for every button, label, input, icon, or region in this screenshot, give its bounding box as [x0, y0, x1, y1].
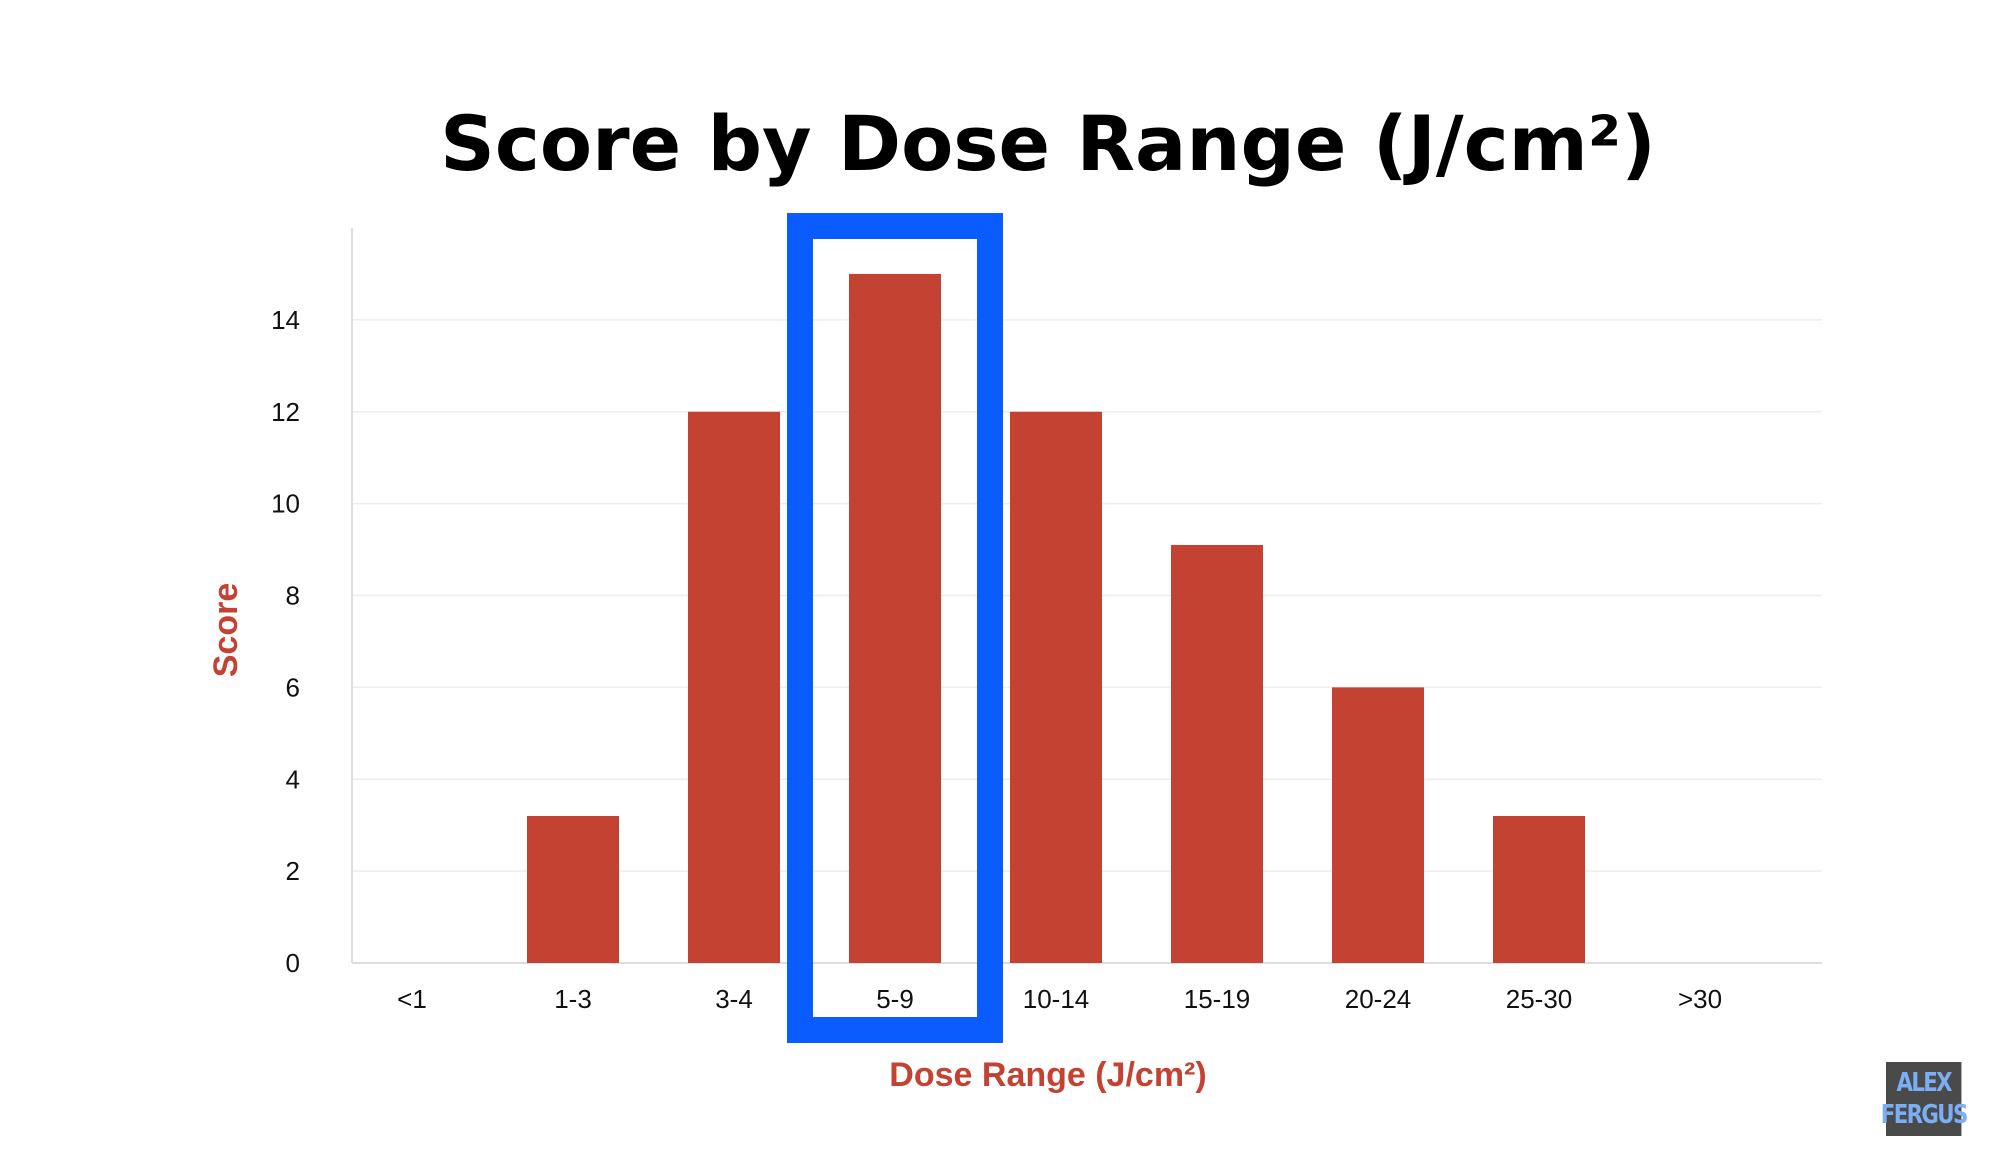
bar-20-24 [1332, 687, 1424, 963]
x-tick-label: >30 [1678, 984, 1722, 1014]
y-tick-label: 12 [271, 397, 300, 427]
x-tick-labels: <1 1-3 3-4 5-9 10-14 15-19 20-24 25-30 >30 [397, 984, 1722, 1014]
bar-15-19 [1171, 544, 1263, 963]
x-tick-label: 15-19 [1184, 984, 1251, 1014]
y-tick-label: 2 [286, 856, 300, 886]
y-tick-label: 10 [271, 489, 300, 519]
y-tick-labels: 0 2 4 6 8 10 12 14 [271, 305, 300, 978]
x-tick-label: 1-3 [554, 984, 592, 1014]
x-tick-label: 20-24 [1345, 984, 1412, 1014]
watermark-line-2: FERGUS [1880, 1100, 1969, 1130]
x-tick-label: 5-9 [876, 984, 914, 1014]
y-axis-title: Score [207, 583, 245, 678]
x-tick-label: <1 [397, 984, 427, 1014]
chart-title: Score by Dose Range (J/cm²) [440, 99, 1656, 188]
watermark-logo: ALEX FERGUS [1881, 1062, 1968, 1136]
highlight-layer [787, 213, 1003, 1043]
x-tick-label: 25-30 [1506, 984, 1573, 1014]
x-axis-title: Dose Range (J/cm²) [889, 1056, 1206, 1094]
bar-1-3 [527, 816, 619, 963]
y-tick-label: 6 [286, 672, 300, 702]
y-tick-label: 4 [286, 764, 300, 794]
x-tick-label: 3-4 [715, 984, 753, 1014]
bar-10-14 [1010, 411, 1102, 963]
bar-5-9 [849, 273, 941, 963]
bar-3-4 [688, 411, 780, 963]
highlight-box [787, 213, 1003, 1043]
x-tick-label: 10-14 [1023, 984, 1090, 1014]
watermark-line-1: ALEX [1896, 1068, 1952, 1098]
y-tick-label: 0 [286, 948, 300, 978]
bars [527, 273, 1585, 963]
bar-25-30 [1493, 816, 1585, 963]
y-tick-label: 8 [286, 581, 300, 611]
y-tick-label: 14 [271, 305, 300, 335]
